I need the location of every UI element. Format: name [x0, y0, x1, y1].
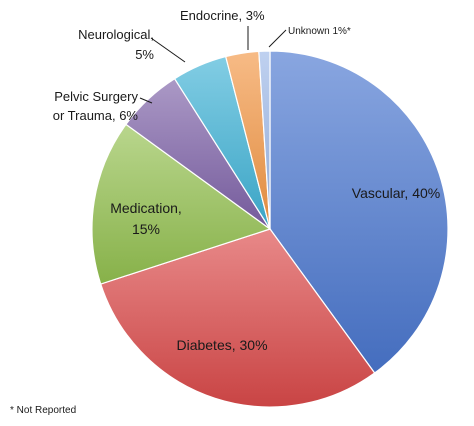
leader-line-pelvic-surgery-or-trauma [139, 97, 153, 104]
pie-slice-diabetes [99, 228, 376, 408]
pie-slice-unknown [258, 50, 271, 230]
slice-label-neurological: Neurological, 5% [78, 27, 154, 62]
slice-label-unknown: Unknown 1%* [288, 26, 351, 37]
pie-slice-medication [91, 123, 272, 285]
footnote: * Not Reported [10, 405, 77, 416]
pie-slice-vascular [269, 50, 449, 374]
slice-label-vascular: Vascular, 40% [352, 185, 440, 201]
slice-label-endocrine: Endocrine, 3% [180, 8, 265, 23]
leader-line-unknown [268, 29, 287, 48]
slice-label-diabetes: Diabetes, 30% [176, 337, 267, 353]
leader-line-neurological [150, 37, 186, 63]
slice-label-medication: Medication, 15% [110, 200, 182, 237]
slice-label-pelvic-surgery-or-trauma: Pelvic Surgery or Trauma, 6% [53, 89, 139, 123]
